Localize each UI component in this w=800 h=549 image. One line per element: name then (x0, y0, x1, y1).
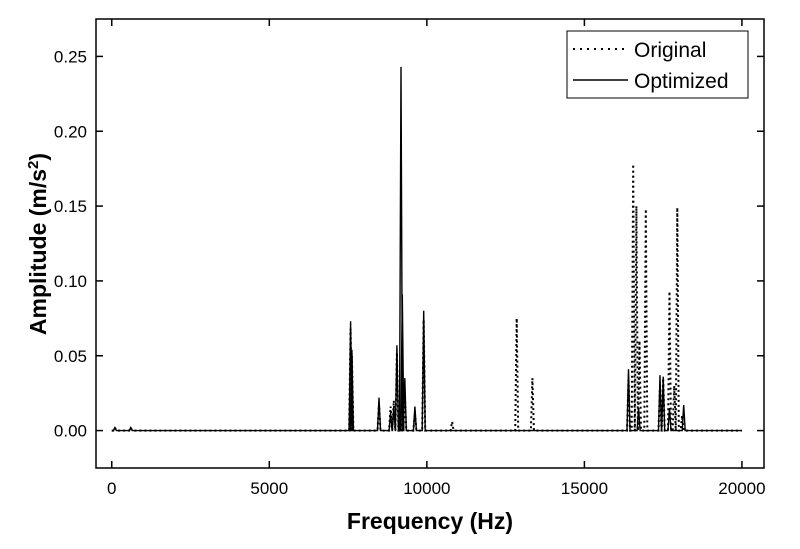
y-tick-label: 0.00 (54, 422, 87, 441)
plot-frame (95, 18, 765, 469)
y-tick-label: 0.20 (54, 122, 87, 141)
x-tick-label: 15000 (561, 479, 608, 498)
x-tick-label: 0 (107, 479, 116, 498)
x-tick-label: 20000 (718, 479, 765, 498)
y-tick-label: 0.15 (54, 197, 87, 216)
y-tick-label: 0.10 (54, 272, 87, 291)
y-axis-title-main: Amplitude (m/s (25, 169, 51, 335)
legend-label-optimized: Optimized (634, 70, 729, 93)
legend-label-original: Original (634, 39, 706, 62)
y-axis-title-superscript: 2 (25, 161, 42, 169)
x-tick-label: 10000 (403, 479, 450, 498)
x-tick-label: 5000 (250, 479, 288, 498)
y-tick-label: 0.05 (54, 347, 87, 366)
y-axis-title-end: ) (25, 153, 51, 161)
y-axis-title: Amplitude (m/s2) (25, 153, 51, 335)
x-axis-title: Frequency (Hz) (347, 508, 513, 534)
series-line-optimized (111, 66, 742, 432)
y-tick-label: 0.25 (54, 47, 87, 66)
series-layer (111, 66, 742, 432)
legend-box (566, 30, 749, 99)
axes-layer: 0 5000 10000 15000 20000 0.00 0.05 0.10 0.15 0.20… (54, 19, 766, 498)
legend: Original Optimized (566, 30, 749, 99)
